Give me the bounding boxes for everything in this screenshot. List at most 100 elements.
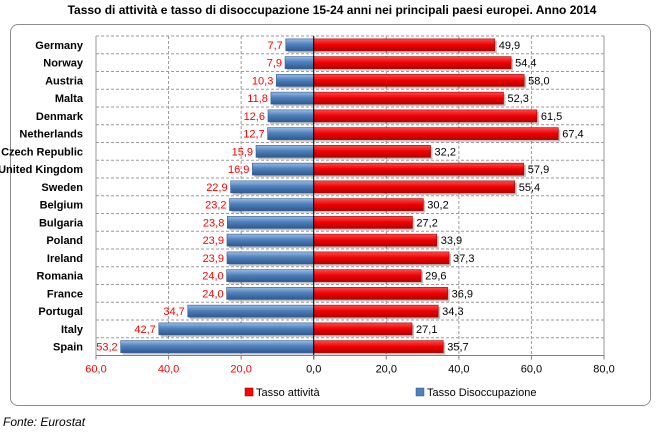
x-tick-label: 80,0 (593, 364, 614, 376)
x-tick-label: 20,0 (376, 364, 397, 376)
bar-disoccupazione (252, 162, 315, 176)
data-label-attivita: 54,4 (515, 58, 536, 70)
data-label-attivita: 52,3 (507, 93, 528, 105)
data-label-attivita: 67,4 (562, 129, 583, 141)
bar-disoccupazione (158, 322, 315, 336)
bar-disoccupazione (270, 91, 315, 105)
legend-label-attivita: Tasso attività (256, 387, 320, 399)
legend-swatch-disoccupazione (415, 387, 425, 397)
bar-disoccupazione (267, 109, 315, 123)
data-label-disoccupazione: 24,0 (202, 288, 223, 300)
bar-attivita (313, 233, 438, 247)
category-label: Sweden (41, 182, 83, 194)
bar-disoccupazione (255, 145, 315, 158)
data-label-disoccupazione: 10,3 (252, 75, 273, 87)
data-label-disoccupazione: 16,9 (228, 164, 249, 176)
data-label-attivita: 29,6 (425, 271, 446, 283)
bar-attivita (313, 198, 424, 211)
bar-disoccupazione (226, 269, 315, 282)
x-tick-label: 60,0 (521, 364, 542, 376)
data-label-attivita: 58,0 (528, 75, 549, 87)
bar-attivita (313, 304, 439, 318)
data-label-attivita: 35,7 (447, 342, 468, 354)
category-label: Belgium (40, 200, 84, 212)
category-label: Netherlands (19, 129, 83, 141)
bar-attivita (313, 109, 538, 123)
bar-disoccupazione (187, 304, 315, 318)
bar-disoccupazione (226, 233, 315, 247)
data-label-disoccupazione: 11,8 (247, 93, 268, 105)
data-label-attivita: 36,9 (452, 288, 473, 300)
bar-attivita (313, 56, 512, 69)
legend-label-disoccupazione: Tasso Disoccupazione (427, 387, 536, 399)
bar-attivita (313, 127, 559, 140)
category-label: Norway (43, 58, 84, 70)
bar-disoccupazione (226, 251, 315, 265)
category-label: Portugal (38, 306, 83, 318)
x-tick-label: 40,0 (448, 364, 469, 376)
source-note: Fonte: Eurostat (3, 415, 86, 429)
data-label-disoccupazione: 53,2 (96, 342, 117, 354)
category-label: Spain (53, 342, 83, 354)
category-label: Germany (35, 40, 84, 52)
x-tick-label: 20,0 (230, 364, 251, 376)
data-label-disoccupazione: 7,7 (267, 40, 282, 52)
legend-swatch-attivita (244, 387, 254, 397)
category-label: France (47, 288, 83, 300)
bar-attivita (313, 216, 413, 229)
x-tick-label: 60,0 (85, 364, 106, 376)
data-label-disoccupazione: 15,9 (232, 146, 253, 158)
category-label: Denmark (36, 111, 84, 123)
data-label-attivita: 27,2 (416, 217, 437, 229)
x-tick-label: 0,0 (306, 364, 321, 376)
data-label-attivita: 34,3 (442, 306, 463, 318)
bar-attivita (313, 322, 413, 336)
category-label: Romania (37, 271, 84, 283)
bar-attivita (313, 340, 444, 353)
bar-attivita (313, 91, 504, 105)
data-label-attivita: 57,9 (528, 164, 549, 176)
category-label: Poland (46, 235, 83, 247)
data-label-attivita: 55,4 (519, 182, 540, 194)
bar-disoccupazione (276, 74, 315, 87)
category-label: Malta (55, 93, 84, 105)
bar-disoccupazione (285, 38, 315, 52)
bar-attivita (313, 251, 450, 265)
bar-disoccupazione (229, 198, 315, 211)
bar-disoccupazione (227, 216, 315, 229)
category-label: Bulgaria (39, 217, 84, 229)
category-label: Austria (45, 75, 84, 87)
data-label-attivita: 27,1 (416, 324, 437, 336)
bar-attivita (313, 145, 431, 158)
data-label-attivita: 61,5 (541, 111, 562, 123)
bar-disoccupazione (284, 56, 315, 69)
category-label: Czech Republic (1, 146, 83, 158)
bar-disoccupazione (226, 287, 315, 300)
bar-attivita (313, 74, 525, 87)
category-label: Italy (61, 324, 84, 336)
data-label-attivita: 30,2 (427, 200, 448, 212)
bar-disoccupazione (120, 340, 315, 353)
bar-attivita (313, 180, 516, 194)
bar-attivita (313, 162, 525, 176)
data-label-disoccupazione: 23,9 (203, 253, 224, 265)
bar-disoccupazione (230, 180, 315, 194)
category-label: Ireland (47, 253, 83, 265)
data-label-disoccupazione: 23,9 (203, 235, 224, 247)
category-label: United Kingdom (0, 164, 83, 176)
bar-attivita (313, 269, 422, 282)
data-label-attivita: 37,3 (453, 253, 474, 265)
data-label-disoccupazione: 42,7 (134, 324, 155, 336)
data-label-attivita: 49,9 (499, 40, 520, 52)
data-label-disoccupazione: 7,9 (267, 58, 282, 70)
data-label-disoccupazione: 12,7 (243, 129, 264, 141)
data-label-disoccupazione: 23,2 (205, 200, 226, 212)
data-label-attivita: 32,2 (435, 146, 456, 158)
x-tick-label: 40,0 (158, 364, 179, 376)
data-label-disoccupazione: 22,9 (206, 182, 227, 194)
data-label-disoccupazione: 34,7 (163, 306, 184, 318)
bar-disoccupazione (267, 127, 315, 140)
chart-title: Tasso di attività e tasso di disoccupazi… (67, 3, 597, 17)
data-label-disoccupazione: 12,6 (244, 111, 265, 123)
